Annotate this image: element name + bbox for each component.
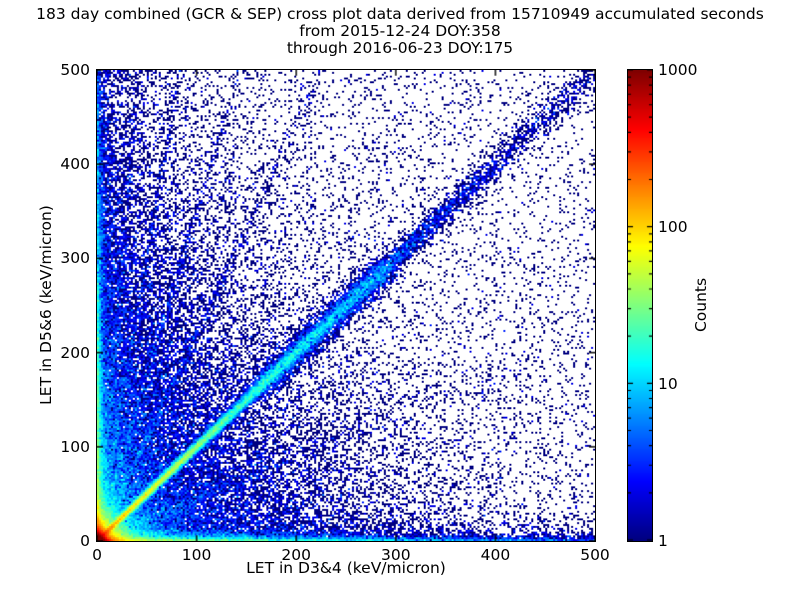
y-tick-label: 300 xyxy=(60,249,90,268)
colorbar-label: Counts xyxy=(692,277,710,333)
y-tick-label: 500 xyxy=(60,61,90,79)
chart-subtitle-through: through 2016-06-23 DOY:175 xyxy=(286,39,514,57)
colorbar xyxy=(627,69,653,542)
y-tick-label: 200 xyxy=(60,343,90,362)
x-tick-label: 300 xyxy=(381,546,411,564)
x-tick-label: 500 xyxy=(580,546,610,564)
plot-area xyxy=(96,69,596,542)
chart-title: 183 day combined (GCR & SEP) cross plot … xyxy=(36,5,764,23)
colorbar-tick-label: 10 xyxy=(658,375,678,393)
colorbar-canvas xyxy=(628,70,652,541)
colorbar-tick-label: 1 xyxy=(658,532,668,550)
x-tick-label: 400 xyxy=(480,546,511,564)
x-tick-label: 100 xyxy=(181,546,212,564)
y-tick-label: 400 xyxy=(60,155,90,174)
y-axis-label: LET in D5&6 (keV/micron) xyxy=(37,205,55,405)
colorbar-tick-label: 1000 xyxy=(658,61,698,79)
y-tick-label: 100 xyxy=(60,437,90,456)
scatter-heatmap-canvas xyxy=(97,70,595,541)
x-axis-label: LET in D3&4 (keV/micron) xyxy=(246,559,446,577)
x-tick-label: 200 xyxy=(281,546,311,564)
y-tick-label: 0 xyxy=(80,532,90,550)
colorbar-tick-label: 100 xyxy=(658,218,688,236)
chart-subtitle-from: from 2015-12-24 DOY:358 xyxy=(299,22,501,40)
x-tick-label: 0 xyxy=(92,546,102,564)
